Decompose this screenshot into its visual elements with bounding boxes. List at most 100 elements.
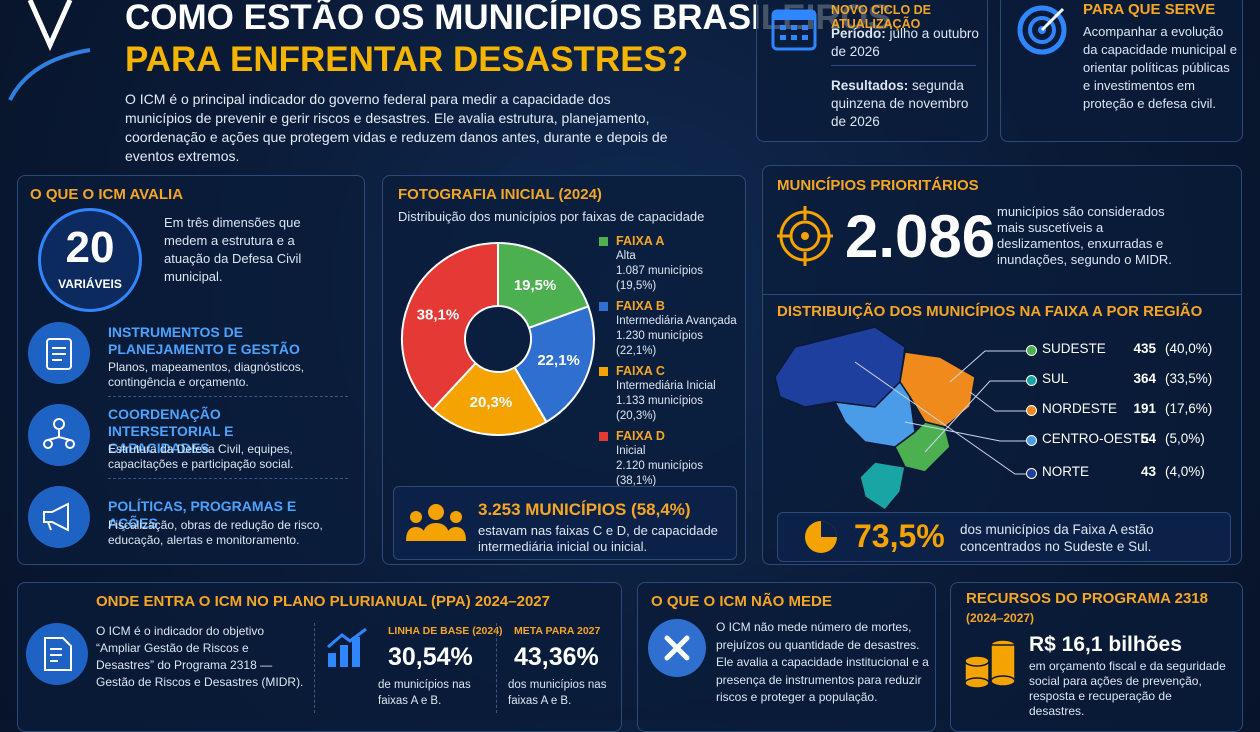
region-percent: (40,0%) [1165,341,1213,356]
donut-slice [401,241,499,411]
region-percent: (17,6%) [1165,401,1213,416]
region-row: SUL 364 (33,5%) [1026,370,1226,390]
x-icon [664,635,690,661]
map-region [774,326,906,408]
legend-level: Inicial [616,445,646,457]
region-percent: (33,5%) [1165,371,1213,386]
target-label: META PARA 2027 [514,625,601,637]
region-count: 54 [1140,431,1156,446]
section-title: O QUE O ICM NÃO MEDE [651,593,832,610]
region-name: SUL [1042,371,1069,386]
legend-percent: (22,1%) [616,345,657,357]
icon [28,404,90,466]
legend-percent: (38,1%) [616,475,657,487]
donut-slice [497,241,590,330]
region-row: CENTRO-OESTE 54 (5,0%) [1026,430,1226,450]
count-badge: 20 VARIÁVEIS [38,208,142,312]
intro: O ICM é o principal indicador do governo… [125,91,668,164]
cycle-title: NOVO CICLO DE ATUALIZAÇÃO [831,3,932,31]
clipboard-icon [46,338,72,370]
map-region [894,421,951,473]
legend-item: FAIXA C Intermediária Inicial 1.133 municí… [599,364,744,429]
divider [496,623,497,713]
ppa-panel: ONDE ENTRA O ICM NO PLANO PLURIANUAL (PP… [17,582,622,732]
legend-name: FAIXA D [616,429,665,443]
connector-lines [854,350,1027,475]
region-row: SUDESTE 435 (40,0%) [1026,340,1226,360]
resources-panel: RECURSOS DO PROGRAMA 2318 (2024–2027) R$… [950,582,1243,732]
priority-number: 2.086 [845,203,996,270]
region-name: NORDESTE [1042,401,1118,416]
legend-item: FAIXA A Alta 1.087 municípios (19,5%) [599,234,744,299]
baseline-text: de municípios nas faixas A e B. [378,679,471,707]
subtitle: Distribuição dos municípios por faixas d… [398,209,705,224]
priority-text: municípios são considerados mais suscetí… [997,204,1172,267]
slice-label: 38,1% [417,306,460,323]
region-dot [1026,468,1037,479]
summary-box: 3.253 MUNICÍPIOS (58,4%) estavam nas fai… [393,486,737,560]
description: Em três dimensões que medem a estrutura … [164,215,302,284]
purpose-title: PARA QUE SERVE [1083,1,1216,18]
legend-level: Intermediária Avançada [616,315,737,327]
legend-name: FAIXA B [616,299,665,313]
coins-icon [964,639,1016,689]
cycle-period: Período: julho a outubro de 2026 [831,25,981,61]
summary-title: 3.253 MUNICÍPIOS (58,4%) [478,500,691,519]
dimension-title: POLÍTICAS, PROGRAMAS E AÇÕES [108,498,297,531]
dimension-title: INSTRUMENTOS DE PLANEJAMENTO E GESTÃO [108,324,300,357]
map-region [859,461,906,511]
region-percent: (5,0%) [1165,431,1205,446]
highlight-box: 73,5% dos municípios da Faixa A estão co… [777,512,1231,562]
resources-text: em orçamento fiscal e da seguridade soci… [1029,659,1226,718]
pie-icon [805,521,837,553]
amount: R$ 16,1 bilhões [1029,633,1182,656]
calendar-icon [771,9,817,51]
dimension-title: COORDENAÇÃO INTERSETORIAL E CAPACIDADES [108,406,234,456]
legend-count: 1.133 municípios [616,395,703,407]
highlight-value: 73,5% [854,518,945,554]
dimension-text: Estrutura da Defesa Civil, equipes, capa… [108,442,294,471]
region-dot [1026,405,1037,416]
legend-swatch [599,237,608,246]
icon [28,322,90,384]
legend-level: Intermediária Inicial [616,380,716,392]
legend-name: FAIXA C [616,364,665,378]
section-title: RECURSOS DO PROGRAMA 2318 [966,590,1208,607]
region-name: NORTE [1042,464,1090,479]
legend-level: Alta [616,250,636,262]
document-icon [44,637,72,671]
label: Resultados: [831,78,909,93]
icon [26,623,88,685]
donut-slice [513,305,595,424]
region-dot [1026,345,1037,356]
logo-shield [27,0,73,52]
region-count: 43 [1140,464,1156,479]
divider [108,478,348,479]
legend-percent: (20,3%) [616,410,657,422]
label: Período: [831,26,886,41]
section-subtitle: (2024–2027) [966,611,1035,625]
baseline-value: 30,54% [388,643,473,671]
icon [28,486,90,548]
not-measured-text: O ICM não mede número de mortes, prejuíz… [716,620,929,704]
donut-slice [431,361,548,436]
growth-icon [327,627,367,667]
legend-count: 1.087 municípios [616,265,703,277]
snapshot-panel: FOTOGRAFIA INICIAL (2024) Distribuição d… [382,175,746,565]
legend-percent: (19,5%) [616,280,657,292]
divider [108,396,348,397]
legend-item: FAIXA B Intermediária Avançada 1.230 munic… [599,299,744,364]
legend-count: 2.120 municípios [616,460,703,472]
highlight-text: dos municípios da Faixa A estão concentr… [960,522,1154,554]
target-value: 43,36% [514,643,599,671]
divider [831,65,976,66]
baseline-label: LINHA DE BASE (2024) [388,625,503,637]
cycle-panel: NOVO CICLO DE ATUALIZAÇÃO Período: julho… [756,0,988,142]
region-row: NORDESTE 191 (17,6%) [1026,400,1226,420]
cycle-results: Resultados: segunda quinzena de novembro… [831,77,981,131]
region-name: CENTRO-OESTE [1042,431,1150,446]
region-count: 364 [1133,371,1156,386]
section-title: FOTOGRAFIA INICIAL (2024) [398,186,602,203]
